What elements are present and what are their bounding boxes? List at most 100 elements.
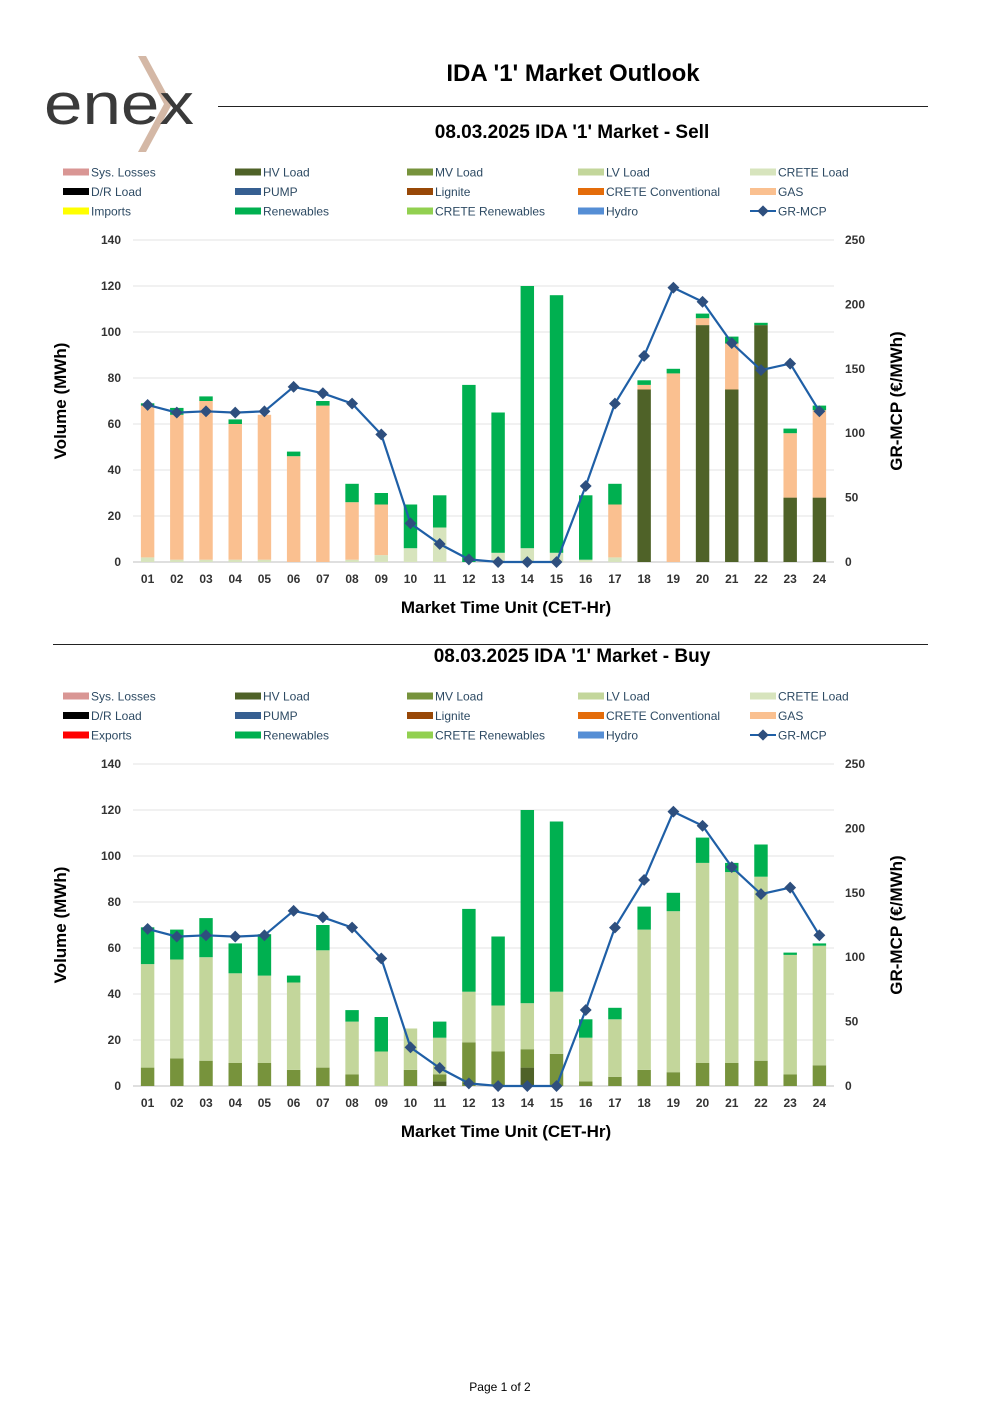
buy-x-tick-label: 02 — [170, 1096, 184, 1110]
sell-y2-tick-label: 50 — [845, 491, 859, 505]
sell-mcp-point — [609, 397, 621, 410]
buy-legend-pump: PUMP — [235, 709, 298, 723]
sell-y-tick-label: 80 — [108, 371, 122, 385]
buy-legend-gas: GAS — [750, 709, 803, 723]
sell-mcp-point — [316, 387, 329, 400]
buy-bar-lv-load — [637, 929, 651, 1070]
sell-bar-gas — [783, 433, 797, 498]
buy-legend-lv-load: LV Load — [578, 690, 650, 704]
sell-legend-swatch — [63, 168, 89, 176]
sell-legend-label: PUMP — [263, 185, 298, 199]
buy-legend-label: PUMP — [263, 709, 298, 723]
buy-y-axis-title: Volume (MWh) — [51, 867, 70, 984]
sell-bar-crete-load — [140, 557, 155, 562]
sell-legend-sys-losses: Sys. Losses — [63, 166, 156, 180]
buy-legend-swatch — [578, 692, 604, 700]
buy-y-tick-label: 80 — [108, 895, 122, 909]
buy-mcp-point — [813, 929, 826, 942]
buy-x-tick-label: 16 — [579, 1096, 593, 1110]
sell-x-tick-label: 09 — [375, 572, 389, 586]
buy-bar-lv-load — [520, 1003, 535, 1050]
buy-legend-swatch — [235, 692, 261, 700]
sell-x-tick-label: 22 — [754, 572, 768, 586]
buy-bar-lv-load — [608, 1019, 622, 1077]
buy-bar-mv-load — [140, 1067, 155, 1086]
sell-legend-label: CRETE Conventional — [606, 185, 720, 199]
sell-x-tick-label: 13 — [491, 572, 505, 586]
buy-bar-renewables — [345, 1010, 359, 1022]
buy-legend-swatch — [407, 712, 433, 719]
buy-bar-renewables — [608, 1007, 622, 1020]
buy-y2-tick-label: 250 — [845, 757, 865, 771]
buy-bar-mv-load — [637, 1069, 651, 1086]
buy-bar-lv-load — [170, 959, 184, 1059]
buy-legend-label: Sys. Losses — [91, 690, 156, 704]
sell-bar-renewables — [520, 286, 535, 549]
sell-legend-label: CRETE Load — [778, 166, 849, 180]
sell-x-tick-label: 11 — [433, 572, 446, 586]
buy-legend-hydro: Hydro — [578, 729, 638, 743]
buy-legend-swatch — [63, 731, 89, 739]
buy-x-tick-label: 12 — [462, 1096, 476, 1110]
buy-bar-lv-load — [462, 991, 476, 1043]
buy-x-tick-label: 21 — [725, 1096, 739, 1110]
sell-legend-swatch — [578, 207, 604, 215]
buy-legend-label: HV Load — [263, 690, 310, 704]
sell-y-tick-label: 140 — [101, 233, 121, 247]
buy-bar-renewables — [812, 943, 827, 946]
buy-bar-mv-load — [170, 1058, 184, 1086]
buy-bar-renewables — [228, 943, 242, 974]
buy-bar-renewables — [579, 1019, 593, 1038]
buy-x-tick-label: 03 — [199, 1096, 213, 1110]
buy-bar-mv-load — [257, 1063, 272, 1086]
buy-bar-renewables — [491, 936, 505, 1006]
buy-y-tick-label: 60 — [108, 941, 122, 955]
buy-bar-lv-load — [140, 964, 155, 1068]
sell-bar-gas — [666, 373, 681, 562]
sell-legend-gas: GAS — [750, 185, 803, 199]
buy-legend-swatch — [750, 692, 776, 700]
buy-bar-mv-load — [725, 1063, 739, 1086]
buy-mcp-point — [784, 881, 797, 894]
sell-y2-tick-label: 150 — [845, 362, 865, 376]
buy-legend-label: Lignite — [435, 709, 471, 723]
sell-bar-crete-load — [374, 555, 388, 562]
sell-y2-tick-label: 250 — [845, 233, 865, 247]
buy-bar-mv-load — [754, 1060, 768, 1086]
buy-bar-renewables — [316, 925, 330, 951]
sell-x-axis-title: Market Time Unit (CET-Hr) — [401, 598, 611, 617]
sell-mcp-line — [147, 286, 821, 564]
buy-y-tick-label: 140 — [101, 757, 121, 771]
sell-bar-renewables — [637, 380, 651, 385]
buy-x-tick-label: 04 — [229, 1096, 243, 1110]
buy-legend-label: CRETE Conventional — [606, 709, 720, 723]
sell-legend-label: Renewables — [263, 205, 329, 219]
sell-legend-imports: Imports — [63, 205, 131, 219]
sell-mcp-point — [287, 380, 300, 393]
buy-x-tick-label: 19 — [667, 1096, 681, 1110]
sell-y-tick-label: 40 — [108, 463, 122, 477]
sell-legend-label: GR-MCP — [778, 205, 827, 219]
buy-legend-gr-mcp: GR-MCP — [750, 729, 827, 743]
sell-bar-gas — [257, 414, 272, 560]
buy-bar-lv-load — [345, 1021, 359, 1075]
sell-legend-renewables: Renewables — [235, 205, 329, 219]
sell-y2-tick-label: 0 — [845, 555, 852, 569]
buy-legend-lignite: Lignite — [407, 709, 471, 723]
buy-bar-lv-load — [199, 957, 213, 1061]
sell-bar-renewables — [228, 419, 242, 424]
buy-legend-exports: Exports — [63, 729, 132, 743]
sell-legend-swatch — [407, 188, 433, 195]
sell-bar-hv-load — [637, 389, 651, 562]
sell-bar-renewables — [491, 412, 505, 553]
sell-legend-label: MV Load — [435, 166, 483, 180]
buy-legend-renewables: Renewables — [235, 729, 329, 743]
buy-bar-mv-load — [579, 1081, 593, 1086]
enex-logo: enex — [44, 56, 194, 152]
sell-x-tick-label: 06 — [287, 572, 301, 586]
buy-bar-lv-load — [783, 954, 797, 1075]
buy-bar-mv-load — [666, 1072, 681, 1086]
sell-x-tick-label: 15 — [550, 572, 564, 586]
sell-bar-hv-load — [695, 325, 710, 562]
buy-legend-swatch — [235, 731, 261, 739]
